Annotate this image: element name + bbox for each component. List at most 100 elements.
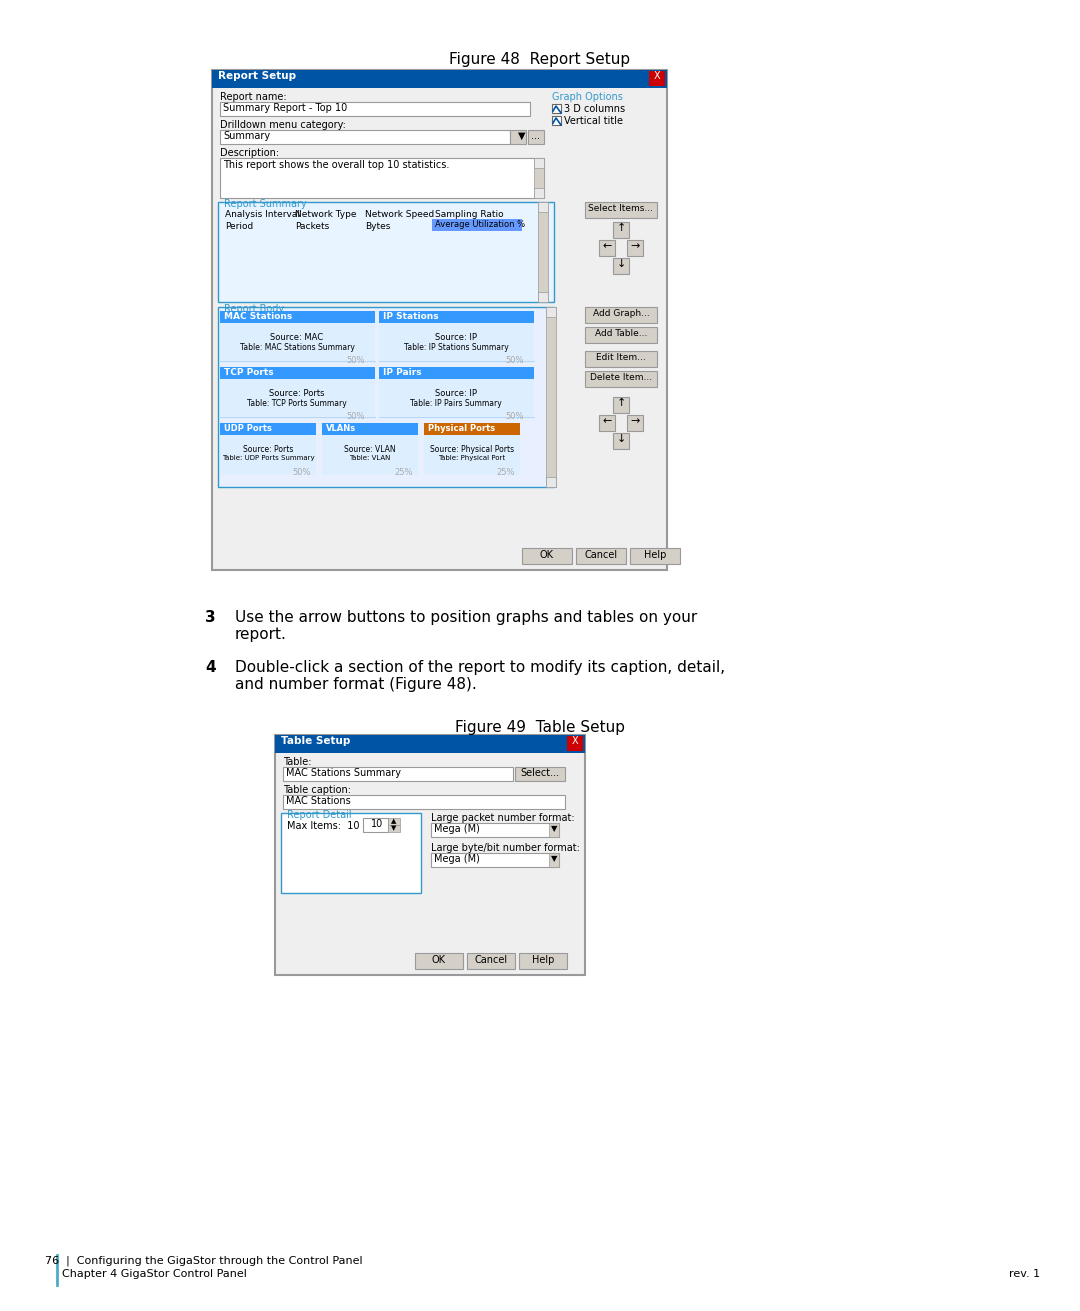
Bar <box>546 307 556 317</box>
Text: IP Pairs: IP Pairs <box>383 368 421 378</box>
Text: Graph Options: Graph Options <box>552 92 623 102</box>
Bar <box>379 311 534 323</box>
Text: Source: MAC: Source: MAC <box>270 333 324 342</box>
Text: Table Setup: Table Setup <box>281 735 350 746</box>
Text: Edit Item...: Edit Item... <box>596 353 646 362</box>
Bar <box>467 953 515 969</box>
Bar <box>538 202 548 212</box>
Text: Max Items:  10: Max Items: 10 <box>287 821 360 831</box>
Text: Select Items...: Select Items... <box>589 205 653 212</box>
Text: Chapter 4 GigaStor Control Panel: Chapter 4 GigaStor Control Panel <box>62 1269 247 1280</box>
Text: Sampling Ratio: Sampling Ratio <box>435 210 503 219</box>
Bar <box>218 307 554 486</box>
Bar <box>515 767 565 781</box>
Text: VLANs: VLANs <box>326 423 356 433</box>
Text: Analysis Interval: Analysis Interval <box>225 210 300 219</box>
Text: Source: Ports: Source: Ports <box>243 444 293 454</box>
Bar <box>546 307 556 486</box>
Bar <box>212 69 667 570</box>
Text: ↑: ↑ <box>617 223 625 233</box>
Text: MAC Stations Summary: MAC Stations Summary <box>286 768 401 777</box>
Bar <box>627 416 643 431</box>
Bar <box>599 240 615 256</box>
Text: Source: Physical Ports: Source: Physical Ports <box>430 444 514 454</box>
Bar <box>538 292 548 302</box>
Text: X: X <box>571 735 578 746</box>
Text: Add Table...: Add Table... <box>595 329 647 338</box>
Bar <box>630 548 680 564</box>
Bar <box>220 379 375 420</box>
Bar <box>585 371 657 387</box>
Text: Table:: Table: <box>283 756 311 767</box>
Bar <box>567 735 583 751</box>
Text: OK: OK <box>432 954 446 965</box>
Text: Use the arrow buttons to position graphs and tables on your
report.: Use the arrow buttons to position graphs… <box>235 610 698 642</box>
Bar <box>322 423 418 435</box>
Text: Double-click a section of the report to modify its caption, detail,
and number f: Double-click a section of the report to … <box>235 659 725 692</box>
Bar <box>220 423 316 435</box>
Text: Table: IP Stations Summary: Table: IP Stations Summary <box>404 343 509 351</box>
Text: ▼: ▼ <box>551 853 557 863</box>
Bar <box>424 435 519 475</box>
Text: 50%: 50% <box>293 468 311 477</box>
Bar <box>534 187 544 198</box>
Text: UDP Ports: UDP Ports <box>224 423 272 433</box>
Bar <box>613 222 629 239</box>
Bar <box>431 823 559 836</box>
Bar <box>220 102 530 115</box>
Text: MAC Stations: MAC Stations <box>286 796 351 806</box>
Bar <box>220 130 510 144</box>
Bar <box>613 433 629 448</box>
Text: OK: OK <box>540 551 554 560</box>
Text: ▼: ▼ <box>551 825 557 832</box>
Text: Cancel: Cancel <box>584 551 618 560</box>
Text: Table: IP Pairs Summary: Table: IP Pairs Summary <box>410 399 502 408</box>
Text: Mega (M): Mega (M) <box>434 825 480 834</box>
Text: 3: 3 <box>205 610 216 625</box>
Text: Add Graph...: Add Graph... <box>593 309 649 319</box>
Text: Period: Period <box>225 222 253 231</box>
Bar <box>220 311 375 323</box>
Text: Report Setup: Report Setup <box>218 71 296 81</box>
Bar <box>212 69 667 88</box>
Text: Mega (M): Mega (M) <box>434 853 480 864</box>
Bar <box>275 735 585 753</box>
Text: Cancel: Cancel <box>474 954 508 965</box>
Bar <box>538 202 548 302</box>
Bar <box>627 240 643 256</box>
Bar <box>283 794 565 809</box>
Bar <box>549 823 559 836</box>
Text: Drilldown menu category:: Drilldown menu category: <box>220 121 346 130</box>
Text: Report Detail: Report Detail <box>287 810 352 819</box>
Bar <box>431 853 559 867</box>
Text: Bytes: Bytes <box>365 222 390 231</box>
Text: Table: UDP Ports Summary: Table: UDP Ports Summary <box>221 455 314 461</box>
Text: ↓: ↓ <box>617 434 625 444</box>
Text: Help: Help <box>644 551 666 560</box>
Bar <box>552 104 561 113</box>
Bar <box>613 258 629 274</box>
Text: 4: 4 <box>205 659 216 675</box>
Text: Summary: Summary <box>222 131 270 142</box>
Bar <box>510 130 526 144</box>
Text: ▼: ▼ <box>518 131 526 142</box>
Text: TCP Ports: TCP Ports <box>224 368 273 378</box>
Bar <box>283 767 513 781</box>
Text: Network Speed: Network Speed <box>365 210 434 219</box>
Text: 50%: 50% <box>347 412 365 421</box>
Bar <box>552 115 561 125</box>
Text: Select...: Select... <box>521 768 559 777</box>
Text: ...: ... <box>531 131 540 142</box>
Text: Source: IP: Source: IP <box>435 389 477 399</box>
Bar <box>585 351 657 367</box>
Text: Description:: Description: <box>220 148 279 159</box>
Text: Source: Ports: Source: Ports <box>269 389 325 399</box>
Text: Large packet number format:: Large packet number format: <box>431 813 575 823</box>
Bar <box>549 853 559 867</box>
Text: Average Utilization %: Average Utilization % <box>435 220 525 229</box>
Text: IP Stations: IP Stations <box>383 312 438 321</box>
Text: 76  |  Configuring the GigaStor through the Control Panel: 76 | Configuring the GigaStor through th… <box>45 1255 363 1265</box>
Bar <box>585 202 657 218</box>
Bar <box>576 548 626 564</box>
Bar <box>585 307 657 323</box>
